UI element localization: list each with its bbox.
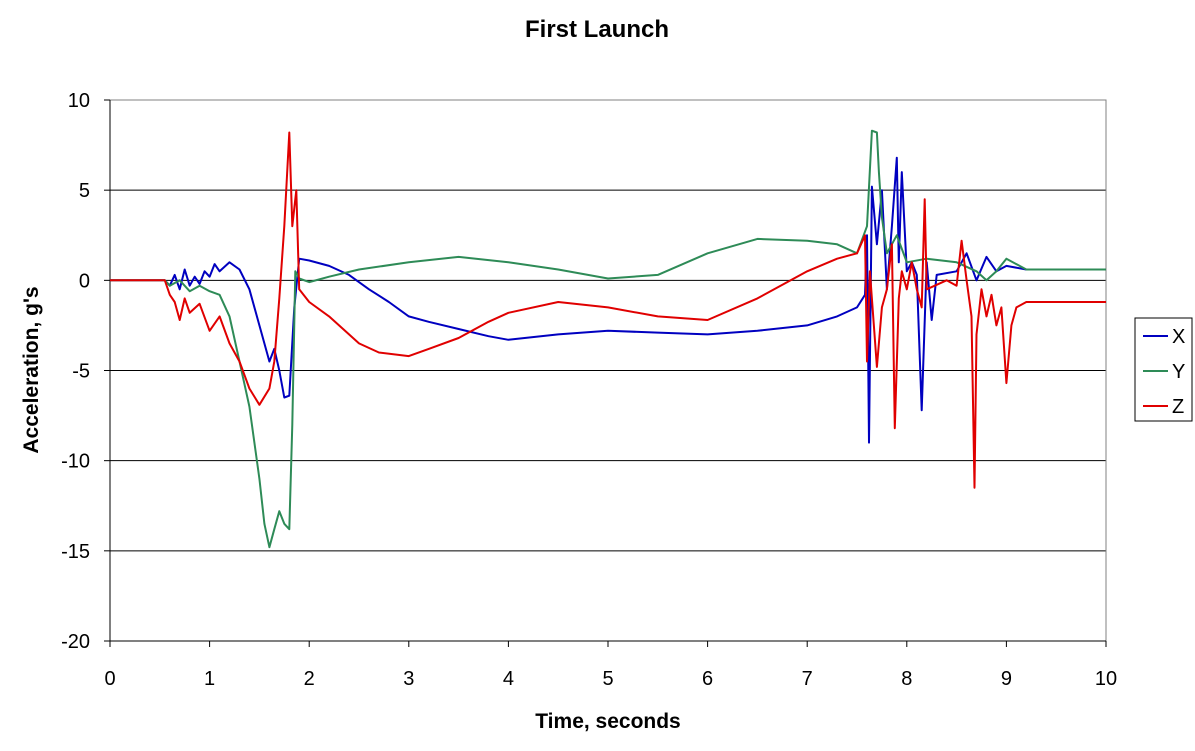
y-tick-label: -5 <box>72 361 90 383</box>
series-line-z <box>110 131 1106 489</box>
y-tick-label: 10 <box>68 90 90 112</box>
legend-label-y: Y <box>1172 361 1185 383</box>
grid-lines <box>110 189 1106 552</box>
y-tick-label: -20 <box>61 631 90 653</box>
x-tick-label: 3 <box>403 668 414 690</box>
y-tick-label: 5 <box>79 180 90 202</box>
y-tick-label: 0 <box>79 270 90 292</box>
x-tick-label: 5 <box>602 668 613 690</box>
x-tick-label: 4 <box>503 668 514 690</box>
y-tick-label: -10 <box>61 451 90 473</box>
x-tick-label: 7 <box>802 668 813 690</box>
x-axis-label: Time, seconds <box>535 710 681 733</box>
x-tick-label: 6 <box>702 668 713 690</box>
y-axis-ticks: 10 5 0 -5 -10 -15 -20 <box>61 90 110 653</box>
x-tick-label: 0 <box>104 668 115 690</box>
legend-label-x: X <box>1172 326 1185 348</box>
x-tick-label: 9 <box>1001 668 1012 690</box>
legend: XYZ <box>1134 317 1193 422</box>
legend-label-z: Z <box>1172 396 1184 418</box>
chart-title: First Launch <box>525 16 669 43</box>
series-line-y <box>110 129 1106 549</box>
series-line-x <box>110 156 1106 444</box>
x-tick-label: 1 <box>204 668 215 690</box>
y-tick-label: -15 <box>61 541 90 563</box>
y-axis-label: Acceleration, g's <box>20 286 43 453</box>
series-lines <box>110 129 1106 549</box>
x-tick-label: 2 <box>304 668 315 690</box>
x-tick-label: 8 <box>901 668 912 690</box>
x-axis-ticks: 0 1 2 3 4 5 6 7 8 9 10 <box>104 641 1117 690</box>
x-tick-label: 10 <box>1095 668 1117 690</box>
